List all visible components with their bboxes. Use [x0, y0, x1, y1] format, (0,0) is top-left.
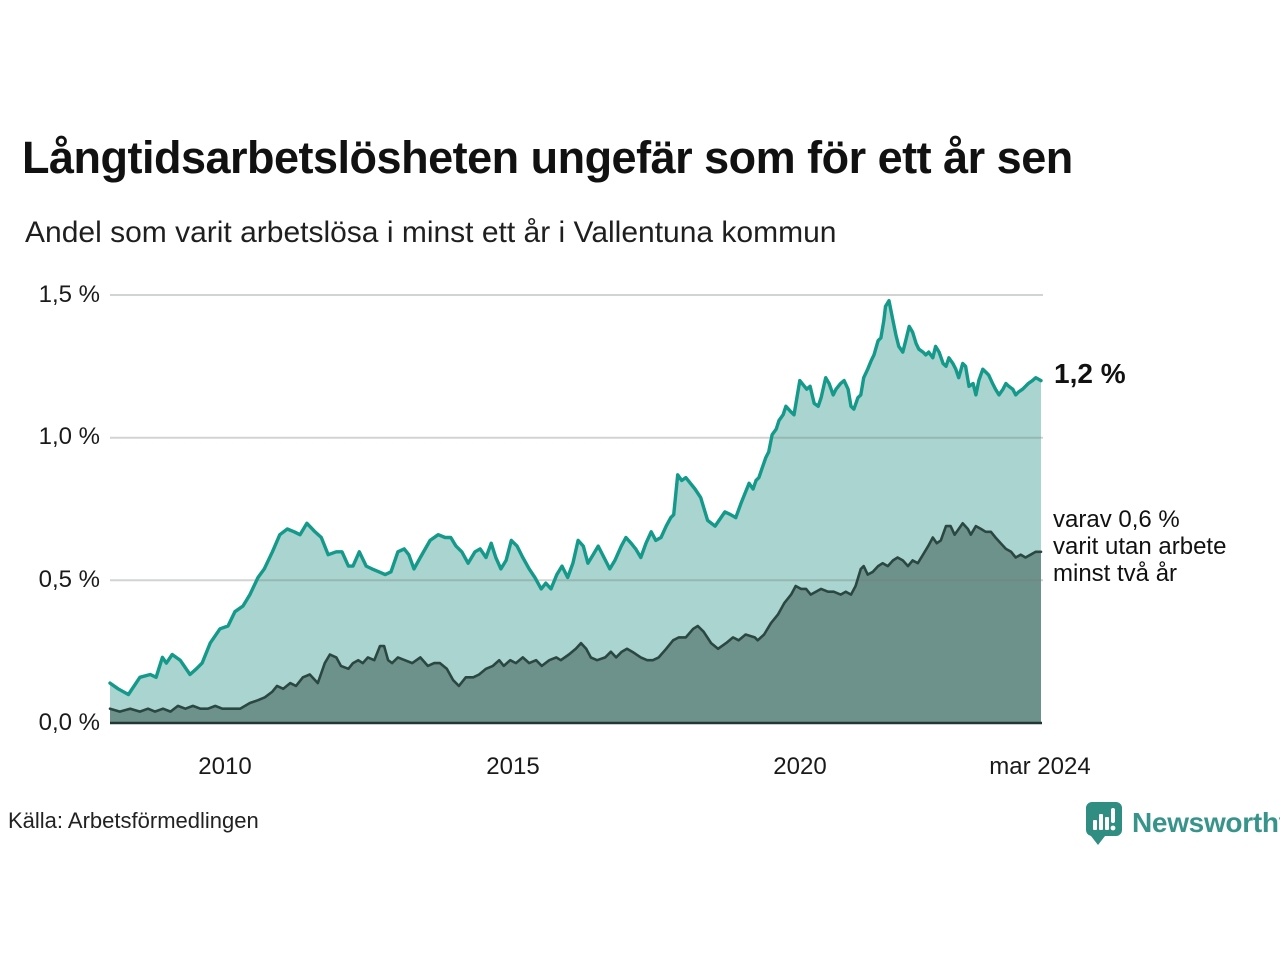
- two-year-annotation-line3: minst två år: [1053, 560, 1178, 587]
- x-tick-2020: 2020: [773, 753, 827, 780]
- x-tick-mar-2024: mar 2024: [989, 753, 1091, 780]
- y-tick-1-0: 1,0 %: [38, 423, 100, 450]
- y-tick-1-5: 1,5 %: [38, 281, 100, 308]
- newsworthy-logo-icon: [1085, 802, 1122, 845]
- total-series-end-value-label: 1,2 %: [1054, 358, 1126, 389]
- source-credit: Källa: Arbetsförmedlingen: [8, 808, 259, 833]
- two-year-area-fill: [110, 523, 1041, 723]
- two-year-annotation-line1: varav 0,6 %: [1053, 506, 1180, 533]
- y-tick-0-0: 0,0 %: [38, 709, 100, 736]
- newsworthy-logo-text: Newsworthy: [1132, 807, 1280, 838]
- x-tick-2015: 2015: [486, 753, 540, 780]
- chart-subtitle: Andel som varit arbetslösa i minst ett å…: [25, 216, 837, 249]
- two-year-annotation-line2: varit utan arbete: [1053, 533, 1227, 560]
- page-title: Långtidsarbetslösheten ungefär som för e…: [22, 132, 1073, 183]
- total-line: [108, 299, 1043, 697]
- two-year-line: [108, 521, 1043, 713]
- newsworthy-logo: Newsworthy: [1084, 800, 1280, 848]
- two-year-series-annotation: varav 0,6 % varit utan arbete minst två …: [1053, 506, 1226, 587]
- x-tick-2010: 2010: [198, 753, 252, 780]
- y-tick-0-5: 0,5 %: [38, 566, 100, 593]
